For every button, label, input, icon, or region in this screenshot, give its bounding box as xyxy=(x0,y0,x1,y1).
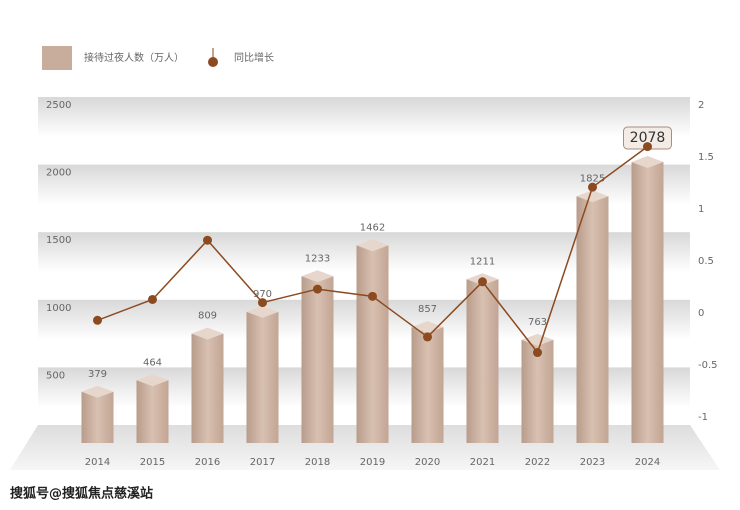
value-label: 763 xyxy=(528,317,547,328)
grid-band xyxy=(38,97,690,137)
bar-top xyxy=(301,270,334,283)
value-label: 809 xyxy=(198,311,217,322)
bar xyxy=(81,391,114,443)
y2-tick-label: 1.5 xyxy=(698,152,714,163)
growth-point xyxy=(203,235,212,245)
y2-tick-label: 2 xyxy=(698,100,704,111)
x-tick-label: 2024 xyxy=(635,457,660,468)
x-tick-label: 2022 xyxy=(525,457,550,468)
bar xyxy=(191,333,224,443)
x-tick-label: 2017 xyxy=(250,457,275,468)
y2-tick-label: -0.5 xyxy=(698,360,718,371)
bar-top xyxy=(576,190,609,203)
growth-point xyxy=(258,298,267,308)
bar-top xyxy=(356,239,389,252)
y-tick-label: 2500 xyxy=(46,100,71,111)
growth-point xyxy=(478,277,487,287)
value-label: 1825 xyxy=(580,173,605,184)
y-tick-label: 500 xyxy=(46,370,65,381)
x-tick-label: 2014 xyxy=(85,457,110,468)
value-label: 1211 xyxy=(470,256,495,267)
x-tick-label: 2021 xyxy=(470,457,495,468)
bar xyxy=(301,276,334,443)
growth-point xyxy=(423,332,432,342)
y-tick-label: 2000 xyxy=(46,168,71,179)
bar-top xyxy=(191,327,224,340)
value-label: 857 xyxy=(418,304,437,315)
growth-point xyxy=(643,142,652,152)
value-label: 1233 xyxy=(305,253,330,264)
legend-label: 接待过夜人数（万人） xyxy=(84,51,184,64)
value-label: 379 xyxy=(88,369,107,380)
growth-point xyxy=(368,291,377,301)
x-tick-label: 2020 xyxy=(415,457,440,468)
x-tick-label: 2018 xyxy=(305,457,330,468)
watermark: 搜狐号@搜狐焦点慈溪站 xyxy=(10,486,153,502)
bar xyxy=(246,311,279,443)
growth-point xyxy=(533,348,542,358)
bar xyxy=(631,162,664,444)
x-tick-label: 2016 xyxy=(195,457,220,468)
x-tick-label: 2015 xyxy=(140,457,165,468)
y2-tick-label: 1 xyxy=(698,204,704,215)
x-tick-label: 2023 xyxy=(580,457,605,468)
bar-top xyxy=(136,374,169,387)
growth-point xyxy=(313,284,322,294)
bar xyxy=(136,380,169,443)
bar xyxy=(466,279,499,443)
value-label: 1462 xyxy=(360,222,385,233)
legend-marker xyxy=(208,57,218,67)
bar-top xyxy=(246,305,279,318)
growth-point xyxy=(148,294,157,304)
growth-point xyxy=(93,315,102,325)
legend-swatch xyxy=(42,46,72,70)
x-tick-label: 2019 xyxy=(360,457,385,468)
y2-tick-label: 0 xyxy=(698,308,704,319)
value-label: 970 xyxy=(253,289,272,300)
bar xyxy=(411,327,444,443)
y2-tick-label: -1 xyxy=(698,412,708,423)
bar xyxy=(521,339,554,443)
value-label: 2078 xyxy=(630,130,666,146)
bar xyxy=(356,245,389,443)
y-tick-label: 1500 xyxy=(46,235,71,246)
bar-top xyxy=(81,385,114,398)
bar-top xyxy=(631,156,664,169)
legend-label: 同比增长 xyxy=(234,51,274,64)
y2-tick-label: 0.5 xyxy=(698,256,714,267)
growth-point xyxy=(588,182,597,192)
value-label: 464 xyxy=(143,357,162,368)
bar xyxy=(576,196,609,443)
y-tick-label: 1000 xyxy=(46,303,71,314)
